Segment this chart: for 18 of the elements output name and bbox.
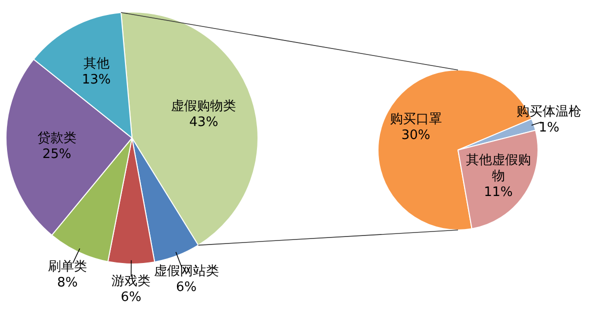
slice-label: 购买口罩 xyxy=(390,112,442,128)
data-label: 1% xyxy=(538,120,560,136)
data-label: 6% xyxy=(120,290,142,306)
data-label: 30% xyxy=(401,128,430,144)
slice-label: 游戏类 xyxy=(112,274,151,290)
slice-label: 虚假网站类 xyxy=(154,264,219,280)
slice-label: 虚假购物类 xyxy=(171,99,236,114)
slice-label: 其他虚假购物 xyxy=(466,153,531,184)
data-label: 25% xyxy=(42,146,72,162)
slice-label: 刷单类 xyxy=(48,260,87,275)
slice-label: 购买体温枪 xyxy=(516,104,582,120)
data-label: 43% xyxy=(189,115,218,130)
data-label: 6% xyxy=(176,280,197,296)
data-label: 13% xyxy=(82,72,111,88)
data-label: 11% xyxy=(484,185,513,200)
slice-label: 贷款类 xyxy=(37,130,76,146)
data-label: 8% xyxy=(57,276,78,291)
slice-label: 其他 xyxy=(83,56,110,72)
